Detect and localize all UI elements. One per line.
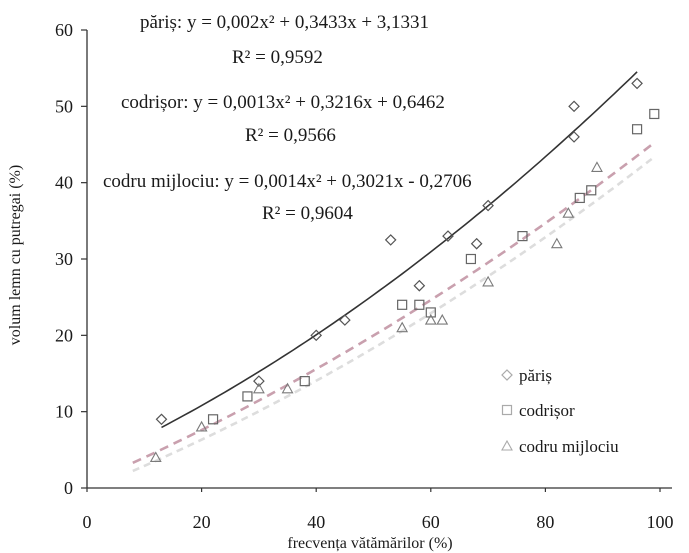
- legend-label-0: păriș: [519, 366, 552, 385]
- data-point-s1-5: [425, 307, 436, 318]
- data-point-s2-9: [562, 207, 575, 218]
- data-point-s1-10: [631, 124, 643, 135]
- data-point-s2-6: [436, 313, 449, 325]
- eq-codrisor: codrișor: y = 0,0013x² + 0,3216x + 0,646…: [121, 92, 445, 113]
- r2-codru-mijlociu: R² = 0,9604: [262, 203, 353, 224]
- legend-label-1: codrișor: [519, 401, 575, 420]
- trend-line-2: [132, 155, 656, 473]
- y-tick-label: 50: [55, 96, 73, 116]
- x-tick-label: 100: [647, 512, 674, 532]
- data-points: [149, 77, 660, 463]
- data-point-s1-1: [242, 391, 253, 402]
- data-point-s0-7: [470, 237, 483, 250]
- data-point-s1-7: [517, 231, 528, 242]
- data-point-s1-8: [574, 192, 585, 204]
- x-tick-label: 60: [422, 512, 440, 532]
- y-tick-label: 40: [55, 173, 73, 193]
- x-axis-title: frecvența vătămărilor (%): [287, 535, 452, 552]
- x-tick-label: 0: [83, 512, 92, 532]
- data-point-s1-0: [207, 414, 219, 425]
- data-point-s1-9: [586, 185, 597, 196]
- trend-line-1: [132, 141, 656, 464]
- y-axis-title: volum lemn cu putregai (%): [7, 165, 24, 345]
- data-point-s2-4: [396, 321, 409, 333]
- data-point-s2-3: [281, 382, 294, 394]
- y-tick-label: 0: [64, 478, 73, 498]
- y-tick-label: 30: [55, 249, 73, 269]
- data-point-s0-11: [631, 77, 643, 90]
- data-point-s0-0: [155, 413, 168, 426]
- legend-marker-2: [501, 439, 513, 451]
- data-point-s2-7: [482, 275, 495, 287]
- data-point-s2-5: [424, 313, 437, 325]
- data-point-s0-8: [482, 199, 494, 212]
- legend-label-2: codru mijlociu: [519, 437, 619, 456]
- data-point-s2-2: [252, 382, 265, 394]
- data-point-s1-4: [414, 299, 425, 310]
- y-tick-label: 20: [55, 325, 73, 345]
- data-point-s0-5: [413, 279, 426, 292]
- y-tick-label: 60: [55, 20, 73, 40]
- r2-paris: R² = 0,9592: [232, 47, 323, 68]
- x-tick-label: 80: [536, 512, 554, 532]
- data-point-s1-2: [299, 376, 310, 387]
- y-ticks: 0 10 20 30 40 50 60: [55, 20, 87, 498]
- x-tick-label: 40: [307, 512, 325, 532]
- data-point-s0-6: [442, 230, 454, 242]
- data-point-s0-1: [253, 375, 265, 387]
- data-point-s2-0: [149, 451, 162, 463]
- data-point-s0-3: [339, 314, 351, 326]
- x-ticks: 0 20 40 60 80 100: [83, 488, 674, 532]
- x-tick-label: 20: [193, 512, 211, 532]
- data-point-s0-9: [568, 100, 580, 113]
- trend-lines: [132, 71, 656, 473]
- trend-line-0: [161, 71, 638, 429]
- data-point-s1-11: [649, 108, 660, 120]
- legend: păriș codrișor codru mijlociu: [501, 366, 619, 456]
- eq-paris: păriș: y = 0,002x² + 0,3433x + 3,1331: [140, 12, 429, 33]
- data-point-s0-10: [568, 131, 580, 143]
- data-point-s0-4: [384, 234, 397, 246]
- legend-marker-1: [501, 404, 513, 416]
- data-point-s1-6: [465, 253, 477, 265]
- data-point-s0-2: [310, 329, 323, 342]
- data-point-s2-1: [195, 420, 208, 432]
- data-point-s1-3: [397, 299, 408, 310]
- eq-codru-mijlociu: codru mijlociu: y = 0,0014x² + 0,3021x -…: [103, 171, 472, 192]
- y-tick-label: 10: [55, 402, 73, 422]
- data-point-s2-10: [591, 161, 603, 172]
- r2-codrisor: R² = 0,9566: [245, 125, 336, 146]
- data-point-s2-8: [550, 237, 563, 249]
- legend-marker-0: [501, 369, 513, 381]
